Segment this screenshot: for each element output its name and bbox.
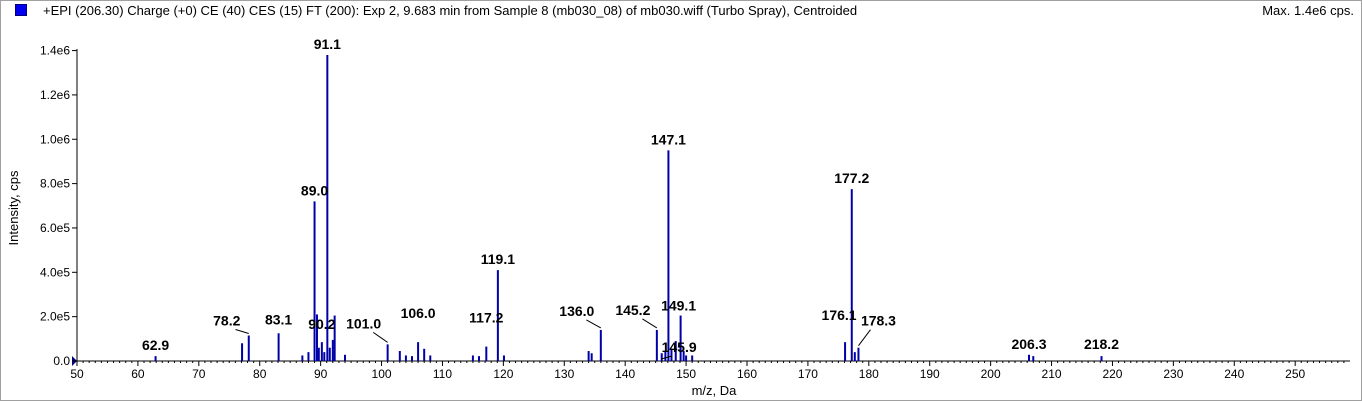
x-tick-label: 230 [1163, 367, 1183, 381]
x-tick-label: 240 [1224, 367, 1244, 381]
peak-label: 145.9 [662, 339, 697, 355]
peak-label: 62.9 [142, 337, 169, 353]
peak-label: 101.0 [346, 315, 381, 331]
x-tick-label: 50 [70, 367, 84, 381]
peak-label-leader [372, 331, 388, 343]
x-tick-label: 130 [554, 367, 574, 381]
legend-swatch [15, 4, 27, 16]
x-tick-label: 160 [737, 367, 757, 381]
x-tick-label: 220 [1102, 367, 1122, 381]
x-tick-label: 140 [615, 367, 635, 381]
peak-label: 90.2 [308, 316, 335, 332]
peak-label: 91.1 [314, 36, 341, 52]
peak-label: 147.1 [651, 131, 686, 147]
y-axis-title: Intensity, cps [6, 170, 21, 245]
x-tick-label: 150 [676, 367, 696, 381]
x-tick-label: 110 [433, 367, 452, 381]
y-tick-label: 1.2e6 [40, 88, 70, 102]
peak-label: 83.1 [265, 311, 292, 327]
y-tick-label: 4.0e5 [40, 265, 70, 279]
x-tick-label: 250 [1285, 367, 1305, 381]
y-tick-label: 1.0e6 [40, 132, 70, 146]
peak-label-leader [586, 319, 602, 329]
axes: 50 60 70 80 90 100 110 120 130 140 150 160 170 180 190… [40, 44, 1350, 381]
peak-label: 89.0 [301, 182, 328, 198]
x-tick-label: 70 [192, 367, 206, 381]
x-tick-label: 210 [1042, 367, 1062, 381]
peak-label: 145.2 [615, 302, 650, 318]
peak-label-leader [660, 355, 673, 360]
x-tick-label: 60 [131, 367, 145, 381]
peak-label: 136.0 [559, 303, 594, 319]
peak-label: 206.3 [1011, 336, 1046, 352]
peak-label-leader [642, 318, 658, 329]
peak-label: 178.3 [861, 313, 896, 329]
y-tick-label: 2.0e5 [40, 310, 70, 324]
y-tick-label: 8.0e5 [40, 177, 70, 191]
chart-title: +EPI (206.30) Charge (+0) CE (40) CES (1… [43, 3, 858, 18]
x-tick-label: 170 [798, 367, 818, 381]
x-tick-label: 200 [981, 367, 1001, 381]
x-tick-label: 80 [253, 367, 267, 381]
peak-label: 119.1 [481, 251, 515, 267]
peak-label: 78.2 [213, 313, 240, 329]
peak-label: 106.0 [401, 305, 436, 321]
y-tick-label: 6.0e5 [40, 221, 70, 235]
x-tick-label: 180 [859, 367, 879, 381]
x-tick-label: 90 [314, 367, 328, 381]
peak-labels: 62.9 78.2 83.1 89.0 90.2 91.1 101.0 106.0 117.2 1… [142, 36, 1119, 360]
y-tick-label: 1.4e6 [40, 44, 70, 58]
peak-label-leader [235, 329, 249, 334]
max-intensity-label: Max. 1.4e6 cps. [1262, 3, 1354, 18]
peak-label: 149.1 [661, 298, 696, 314]
peak-label: 177.2 [834, 170, 869, 186]
peak-label: 218.2 [1084, 336, 1119, 352]
peak-bars [154, 55, 1103, 361]
x-tick-label: 190 [920, 367, 940, 381]
y-tick-label: 0.0 [53, 354, 70, 368]
peak-label: 176.1 [822, 307, 857, 323]
peak-label: 117.2 [469, 310, 503, 326]
x-tick-label: 120 [493, 367, 513, 381]
peak-label-leader [858, 329, 871, 346]
x-tick-label: 100 [372, 367, 392, 381]
x-axis-title: m/z, Da [692, 383, 738, 398]
